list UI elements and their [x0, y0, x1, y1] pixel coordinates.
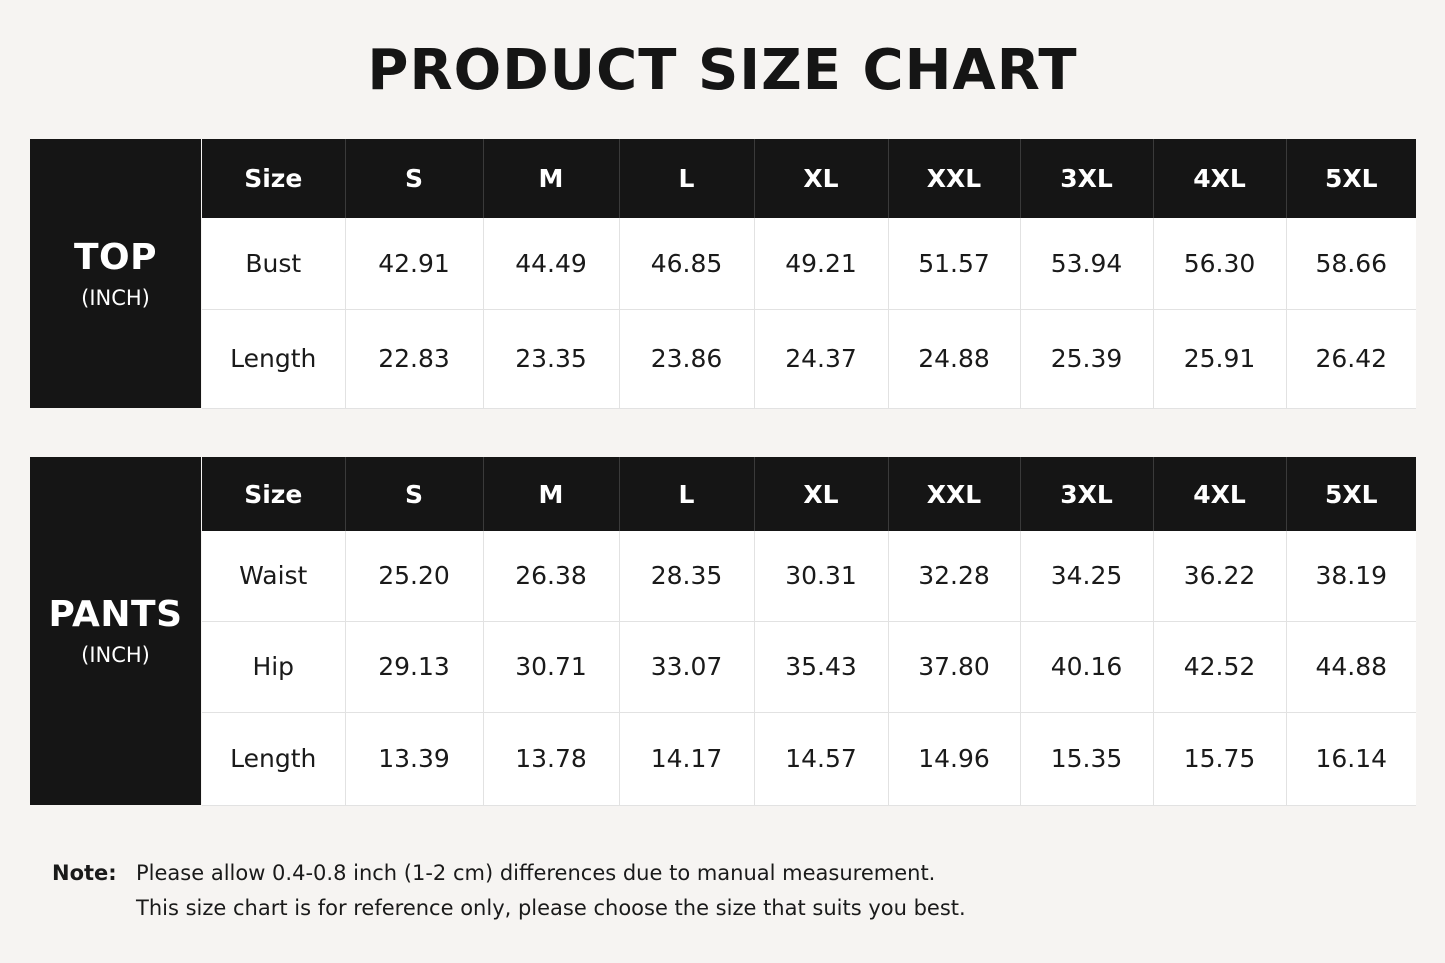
- size-header-cell: M: [483, 457, 620, 531]
- measurement-cell: 42.91: [345, 218, 484, 310]
- measurement-cell: 13.78: [483, 712, 620, 806]
- size-header-cell: XL: [754, 139, 889, 218]
- measurement-cell: 38.19: [1286, 531, 1416, 622]
- measurement-cell: 53.94: [1020, 218, 1154, 310]
- top-side-panel: TOP (INCH): [30, 139, 201, 408]
- note-line: This size chart is for reference only, p…: [136, 896, 966, 920]
- size-header-cell: S: [345, 457, 484, 531]
- top-section-unit: (INCH): [81, 285, 150, 310]
- measurement-cell: 26.42: [1286, 309, 1416, 409]
- measurement-cell: 42.52: [1153, 621, 1287, 713]
- pants-section-unit: (INCH): [81, 643, 150, 667]
- measurement-cell: 22.83: [345, 309, 484, 409]
- size-header-cell: XL: [754, 457, 889, 531]
- pants-size-section: PANTS (INCH) Size S M L XL XXL 3XL 4XL 5…: [30, 457, 1416, 806]
- measurement-cell: 15.75: [1153, 712, 1287, 806]
- measurement-cell: 14.96: [888, 712, 1021, 806]
- measurement-cell: 24.37: [754, 309, 889, 409]
- table-header-row: Size S M L XL XXL 3XL 4XL 5XL: [202, 139, 1416, 218]
- measurement-cell: 28.35: [619, 531, 755, 622]
- measurement-cell: 51.57: [888, 218, 1021, 310]
- pants-size-table: Size S M L XL XXL 3XL 4XL 5XL Waist 25.2…: [202, 457, 1416, 806]
- size-header-cell: XXL: [888, 457, 1021, 531]
- measurement-cell: 14.17: [619, 712, 755, 806]
- size-header-cell: L: [619, 139, 755, 218]
- row-label: Waist: [202, 531, 346, 622]
- measurement-cell: 46.85: [619, 218, 755, 310]
- size-header-cell: 5XL: [1286, 139, 1416, 218]
- top-size-table: Size S M L XL XXL 3XL 4XL 5XL Bust 42.91…: [202, 139, 1416, 409]
- table-row: Hip 29.13 30.71 33.07 35.43 37.80 40.16 …: [202, 621, 1416, 713]
- size-header-label: Size: [202, 139, 346, 218]
- measurement-cell: 15.35: [1020, 712, 1154, 806]
- measurement-cell: 34.25: [1020, 531, 1154, 622]
- measurement-cell: 56.30: [1153, 218, 1287, 310]
- measurement-cell: 33.07: [619, 621, 755, 713]
- measurement-cell: 13.39: [345, 712, 484, 806]
- row-label: Bust: [202, 218, 346, 310]
- measurement-cell: 44.88: [1286, 621, 1416, 713]
- pants-side-panel: PANTS (INCH): [30, 457, 201, 805]
- page-title: PRODUCT SIZE CHART: [367, 38, 1078, 103]
- row-label: Hip: [202, 621, 346, 713]
- table-row: Length 22.83 23.35 23.86 24.37 24.88 25.…: [202, 309, 1416, 409]
- measurement-cell: 58.66: [1286, 218, 1416, 310]
- note-line: Please allow 0.4-0.8 inch (1-2 cm) diffe…: [136, 861, 936, 885]
- top-section-label: TOP: [73, 236, 158, 278]
- measurement-cell: 32.28: [888, 531, 1021, 622]
- measurement-cell: 25.20: [345, 531, 484, 622]
- top-size-section: TOP (INCH) Size S M L XL XXL 3XL 4XL 5XL…: [30, 139, 1416, 409]
- size-header-cell: 3XL: [1020, 139, 1154, 218]
- table-row: Length 13.39 13.78 14.17 14.57 14.96 15.…: [202, 712, 1416, 806]
- measurement-cell: 29.13: [345, 621, 484, 713]
- pants-section-label: PANTS: [48, 594, 183, 635]
- size-header-cell: 3XL: [1020, 457, 1154, 531]
- table-row: Bust 42.91 44.49 46.85 49.21 51.57 53.94…: [202, 218, 1416, 310]
- row-label: Length: [202, 712, 346, 806]
- measurement-cell: 37.80: [888, 621, 1021, 713]
- size-header-cell: 5XL: [1286, 457, 1416, 531]
- measurement-cell: 30.71: [483, 621, 620, 713]
- measurement-cell: 49.21: [754, 218, 889, 310]
- row-label: Length: [202, 309, 346, 409]
- size-header-cell: 4XL: [1153, 457, 1287, 531]
- size-header-cell: L: [619, 457, 755, 531]
- measurement-cell: 25.91: [1153, 309, 1287, 409]
- size-header-cell: M: [483, 139, 620, 218]
- measurement-cell: 26.38: [483, 531, 620, 622]
- measurement-cell: 44.49: [483, 218, 620, 310]
- note-label: Note:: [52, 861, 117, 885]
- measurement-cell: 24.88: [888, 309, 1021, 409]
- measurement-cell: 35.43: [754, 621, 889, 713]
- size-header-cell: S: [345, 139, 484, 218]
- note-lines: Please allow 0.4-0.8 inch (1-2 cm) diffe…: [136, 856, 1136, 926]
- measurement-cell: 40.16: [1020, 621, 1154, 713]
- measurement-cell: 14.57: [754, 712, 889, 806]
- measurement-cell: 23.86: [619, 309, 755, 409]
- measurement-cell: 23.35: [483, 309, 620, 409]
- size-header-cell: XXL: [888, 139, 1021, 218]
- table-header-row: Size S M L XL XXL 3XL 4XL 5XL: [202, 457, 1416, 531]
- size-header-label: Size: [202, 457, 346, 531]
- measurement-cell: 16.14: [1286, 712, 1416, 806]
- table-row: Waist 25.20 26.38 28.35 30.31 32.28 34.2…: [202, 531, 1416, 622]
- measurement-cell: 25.39: [1020, 309, 1154, 409]
- size-header-cell: 4XL: [1153, 139, 1287, 218]
- measurement-cell: 36.22: [1153, 531, 1287, 622]
- measurement-cell: 30.31: [754, 531, 889, 622]
